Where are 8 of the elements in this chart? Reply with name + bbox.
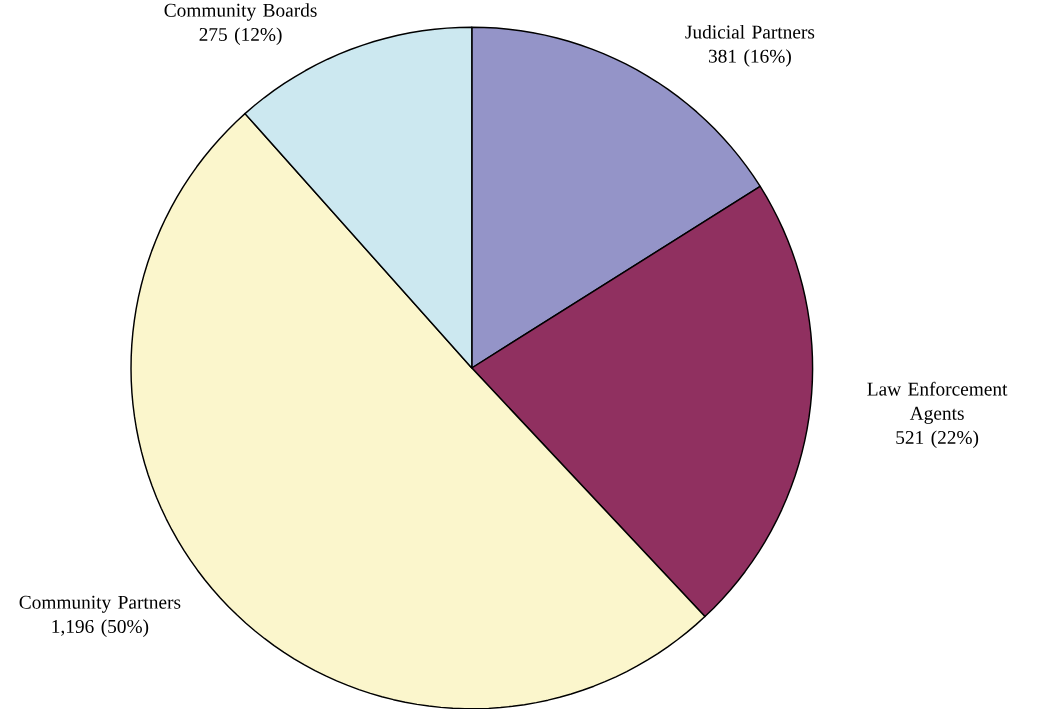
- slice-label: Community Boards: [164, 2, 317, 21]
- slice-label: Law Enforcement Agents: [867, 381, 1008, 424]
- data-label: 521 (22%): [896, 430, 979, 448]
- slice-label: Judicial Partners: [685, 24, 815, 39]
- slice-label: Community Partners: [19, 595, 181, 613]
- data-label: 381 (16%): [708, 48, 791, 67]
- data-label: 1,196 (50%): [52, 619, 149, 637]
- data-label: 275 (12%): [199, 27, 282, 45]
